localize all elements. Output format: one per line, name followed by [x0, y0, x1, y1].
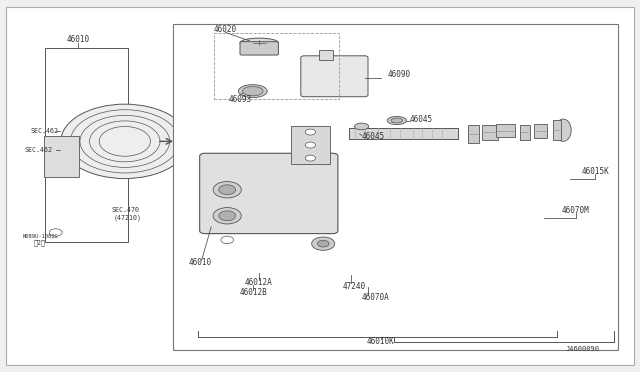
FancyBboxPatch shape: [200, 153, 338, 234]
Bar: [482, 125, 498, 140]
Text: J4600090: J4600090: [565, 346, 600, 352]
Text: SEC.470: SEC.470: [112, 207, 140, 213]
Circle shape: [317, 240, 329, 247]
Text: 46012B: 46012B: [239, 288, 267, 297]
Circle shape: [219, 185, 236, 195]
Bar: [520, 125, 530, 140]
Circle shape: [305, 129, 316, 135]
Bar: [214, 33, 339, 99]
Bar: [534, 124, 547, 138]
FancyBboxPatch shape: [6, 7, 634, 365]
Bar: [291, 126, 330, 164]
Text: 46090: 46090: [387, 70, 410, 79]
Bar: [468, 125, 479, 143]
Text: 46012A: 46012A: [244, 278, 272, 287]
Bar: [496, 124, 515, 137]
Circle shape: [213, 208, 241, 224]
Circle shape: [221, 236, 234, 244]
Bar: [553, 120, 561, 140]
Circle shape: [61, 104, 189, 179]
Ellipse shape: [556, 119, 572, 141]
Text: (47210): (47210): [113, 214, 141, 221]
Circle shape: [219, 211, 236, 221]
Ellipse shape: [240, 38, 278, 47]
Text: SEC.462: SEC.462: [30, 128, 58, 134]
Text: 46045: 46045: [410, 115, 433, 124]
Circle shape: [312, 237, 335, 250]
Text: SEC.462: SEC.462: [24, 147, 52, 153]
Circle shape: [213, 182, 241, 198]
Text: 46010: 46010: [189, 258, 212, 267]
Circle shape: [305, 155, 316, 161]
Bar: [45, 48, 128, 242]
Text: 46093: 46093: [228, 95, 252, 104]
Text: （2）: （2）: [34, 239, 46, 246]
FancyBboxPatch shape: [44, 136, 79, 177]
Bar: [349, 128, 458, 139]
Text: 46045: 46045: [362, 132, 385, 141]
Ellipse shape: [243, 87, 263, 96]
FancyBboxPatch shape: [301, 56, 368, 97]
FancyBboxPatch shape: [240, 42, 278, 55]
Text: 47240: 47240: [343, 282, 366, 291]
Text: 46010K: 46010K: [367, 337, 395, 346]
Bar: [319, 50, 333, 60]
Text: N089U-1082G: N089U-1082G: [22, 234, 58, 239]
Text: 46070M: 46070M: [562, 206, 590, 215]
Circle shape: [305, 142, 316, 148]
Ellipse shape: [387, 116, 406, 125]
Text: 46020: 46020: [214, 25, 237, 34]
Text: 46015K: 46015K: [581, 167, 609, 176]
Ellipse shape: [355, 123, 369, 130]
Ellipse shape: [391, 118, 403, 123]
Bar: [173, 24, 618, 350]
Text: 46070A: 46070A: [362, 293, 389, 302]
Ellipse shape: [239, 85, 268, 98]
Text: 46010: 46010: [67, 35, 90, 44]
Circle shape: [49, 229, 62, 236]
